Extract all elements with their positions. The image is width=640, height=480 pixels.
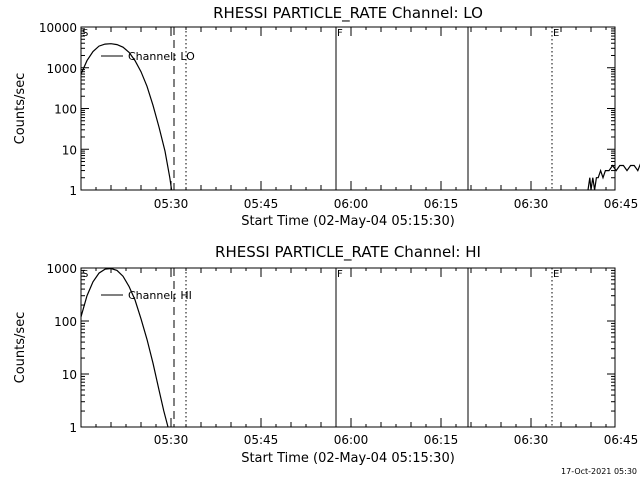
y-tick-label: 1 [69,421,77,435]
flag-label: S [82,28,88,39]
flag-label: S [82,269,88,280]
y-tick-label: 1000 [46,262,77,276]
x-tick-label: 06:00 [334,433,369,447]
y-tick-label: 10000 [39,21,77,35]
y-tick-label: 1000 [46,62,77,76]
legend-entry: Channel: HI [128,289,192,302]
flag-label: F [337,269,343,280]
timestamp-stamp: 17-Oct-2021 05:30 [561,467,637,476]
y-tick-label: 100 [54,315,77,329]
series-line-segment [587,163,640,191]
x-axis-label: Start Time (02-May-04 05:15:30) [241,214,455,229]
flag-label: E [553,28,559,39]
y-tick-label: 10 [62,143,77,157]
y-axis-label: Counts/sec [13,73,28,145]
x-tick-label: 05:30 [154,197,189,211]
x-tick-label: 05:45 [244,433,279,447]
chart-title: RHESSI PARTICLE_RATE Channel: LO [213,4,483,23]
series-line-segment [80,267,169,428]
chart-title: RHESSI PARTICLE_RATE Channel: HI [215,243,481,262]
x-tick-label: 06:45 [604,433,639,447]
x-tick-label: 06:30 [514,197,549,211]
y-tick-label: 1 [69,184,77,198]
x-tick-label: 06:00 [334,197,369,211]
flag-label: F [337,28,343,39]
x-tick-label: 06:45 [604,197,639,211]
y-tick-label: 100 [54,103,77,117]
x-tick-label: 05:45 [244,197,279,211]
series-line-segment [80,43,173,191]
y-tick-label: 10 [62,368,77,382]
x-tick-label: 06:30 [514,433,549,447]
x-axis-label: Start Time (02-May-04 05:15:30) [241,451,455,466]
chart-panel-lo: RHESSI PARTICLE_RATE Channel: LO 1 10 100 10… [13,4,640,229]
y-axis-label: Counts/sec [13,312,28,384]
flag-label: E [553,269,559,280]
chart-panel-hi: RHESSI PARTICLE_RATE Channel: HI 1 10 100 10… [13,243,638,466]
x-tick-label: 06:15 [424,433,459,447]
legend-entry: Channel: LO [128,50,195,63]
plot-frame [80,267,616,428]
x-tick-label: 05:30 [154,433,189,447]
x-tick-label: 06:15 [424,197,459,211]
